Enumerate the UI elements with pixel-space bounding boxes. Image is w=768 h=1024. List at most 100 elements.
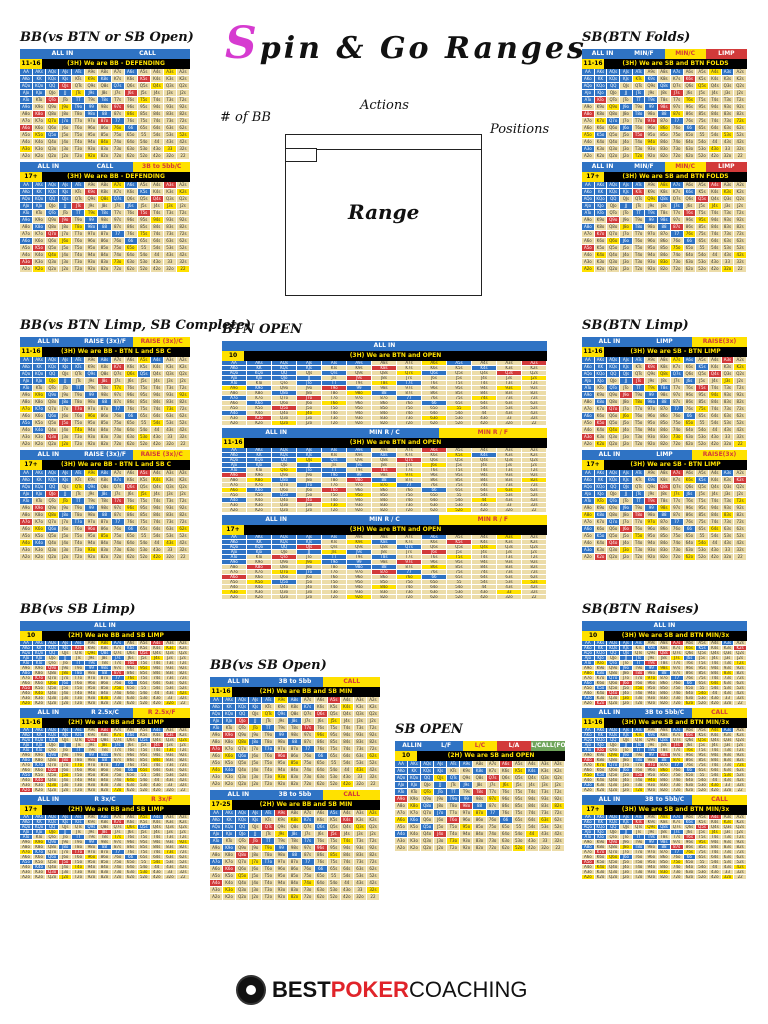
- hand-cell: J7o: [620, 519, 633, 526]
- hand-cell: T9o: [72, 840, 86, 845]
- hand-cell: J7o: [59, 850, 73, 855]
- hand-cell: 97s: [397, 386, 422, 391]
- hand-cell: KTo: [223, 725, 237, 732]
- hand-cell: T5s: [137, 385, 151, 392]
- action-label: MIN R / C: [330, 515, 439, 525]
- hand-cell: K3o: [33, 696, 47, 701]
- hand-cell: JTs: [72, 830, 86, 835]
- hand-cell: QJo: [421, 782, 435, 789]
- hand-cell: J3o: [297, 590, 322, 595]
- hand-cell: A3s: [163, 815, 177, 820]
- hand-cell: Q7s: [397, 545, 422, 550]
- hand-cell: 85s: [696, 671, 709, 676]
- hand-cell: Q7o: [236, 859, 250, 866]
- hand-cell: A5o: [20, 860, 34, 865]
- hand-cell: QQ: [607, 825, 621, 830]
- hand-cell: 63s: [163, 238, 177, 245]
- hand-cell: K5s: [696, 820, 709, 825]
- hand-cell: A4o: [20, 139, 34, 146]
- hand-cell: 75o: [486, 824, 500, 831]
- hand-cell: T4s: [150, 385, 164, 392]
- hand-cell: 93o: [347, 590, 372, 595]
- hand-cell: K5o: [33, 860, 47, 865]
- hand-cell: AA: [20, 69, 34, 76]
- action-label: ALL IN: [582, 621, 747, 631]
- hand-cell: J7o: [59, 676, 73, 681]
- action-label: 3B to 5bb/C: [637, 708, 692, 718]
- hand-cell: KTo: [594, 835, 608, 840]
- hand-cell: 43o: [472, 590, 497, 595]
- hand-cell: K9s: [645, 364, 659, 371]
- hand-cell: AA: [582, 641, 595, 646]
- hand-cell: 44: [472, 585, 497, 590]
- hand-cell: A7o: [20, 118, 34, 125]
- hand-cell: AJs: [620, 815, 633, 820]
- hand-cell: 43s: [497, 498, 522, 503]
- hand-cell: 74o: [111, 427, 125, 434]
- hand-cell: 85o: [473, 824, 487, 831]
- hand-cell: J4o: [59, 540, 73, 547]
- hand-cell: 72s: [734, 763, 747, 768]
- hand-cell: Q5s: [327, 711, 341, 718]
- hand-cell: AQs: [46, 641, 60, 646]
- brand-logo: BEST POKER COACHING: [236, 975, 528, 1005]
- hand-cell: 75o: [111, 245, 125, 252]
- hand-cell: AQo: [582, 371, 595, 378]
- hand-cell: J6o: [59, 238, 73, 245]
- hand-cell: 62s: [522, 488, 547, 493]
- stack-size: 11-16: [222, 438, 244, 448]
- hand-cell: 53s: [721, 860, 735, 865]
- hand-cell: 92s: [522, 473, 547, 478]
- hand-cell: J9s: [645, 378, 659, 385]
- hand-cell: QTs: [72, 371, 86, 378]
- hand-cell: Q7s: [670, 83, 684, 90]
- hand-cell: K2o: [33, 441, 47, 448]
- hand-cell: 92o: [85, 875, 99, 880]
- hand-cell: K5o: [594, 533, 608, 540]
- hand-cell: A8s: [98, 641, 112, 646]
- hand-cell: KQo: [247, 545, 272, 550]
- hand-cell: Q9o: [46, 392, 60, 399]
- hand-cell: Q7s: [111, 651, 125, 656]
- hand-cell: 84s: [340, 739, 354, 746]
- hand-cell: 84s: [340, 852, 354, 859]
- hand-cell: T4o: [447, 831, 461, 838]
- hand-cell: K3o: [33, 434, 47, 441]
- hand-cell: 43s: [163, 691, 177, 696]
- hand-cell: T3s: [163, 748, 177, 753]
- hand-cell: 94s: [708, 217, 722, 224]
- hand-cell: K6o: [33, 526, 47, 533]
- hand-cell: TT: [632, 210, 646, 217]
- hand-cell: A5o: [20, 420, 34, 427]
- hand-cell: T5s: [447, 468, 472, 473]
- hand-cell: K7o: [247, 570, 272, 575]
- hand-cell: 95o: [85, 773, 99, 778]
- hand-cell: K5o: [594, 420, 608, 427]
- hand-cell: 43o: [340, 887, 354, 894]
- hand-cell: AJo: [582, 743, 595, 748]
- action-bar: ALL IN MIN R / C MIN R / F: [222, 515, 547, 525]
- hand-cell: Q7o: [607, 118, 621, 125]
- hand-cell: 92o: [645, 266, 659, 273]
- hand-cell: 65o: [683, 773, 697, 778]
- hand-cell: J5s: [696, 491, 709, 498]
- hand-cell: J6s: [314, 831, 328, 838]
- hand-cell: J6o: [249, 753, 263, 760]
- hand-cell: T2o: [322, 595, 347, 600]
- hand-cell: K5o: [33, 420, 47, 427]
- hand-cell: T2o: [262, 894, 276, 901]
- hand-cell: Q5o: [46, 132, 60, 139]
- hand-cell: K6o: [594, 768, 608, 773]
- hand-cell: Q3o: [46, 696, 60, 701]
- hand-cell: 94o: [85, 139, 99, 146]
- hand-cell: 83s: [497, 478, 522, 483]
- hand-cell: T6o: [632, 238, 646, 245]
- hand-cell: AJo: [20, 656, 34, 661]
- hand-cell: 63o: [683, 547, 697, 554]
- hand-cell: QTs: [632, 83, 646, 90]
- hand-cell: AKo: [582, 820, 595, 825]
- hand-cell: T9o: [72, 217, 86, 224]
- hand-cell: 83o: [473, 838, 487, 845]
- hand-cell: AKo: [20, 189, 34, 196]
- stack-size: 17+: [222, 525, 244, 535]
